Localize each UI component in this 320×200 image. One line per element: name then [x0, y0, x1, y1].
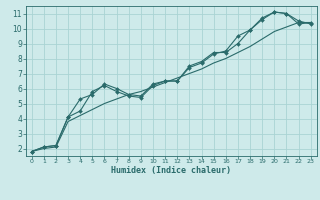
X-axis label: Humidex (Indice chaleur): Humidex (Indice chaleur) — [111, 166, 231, 175]
